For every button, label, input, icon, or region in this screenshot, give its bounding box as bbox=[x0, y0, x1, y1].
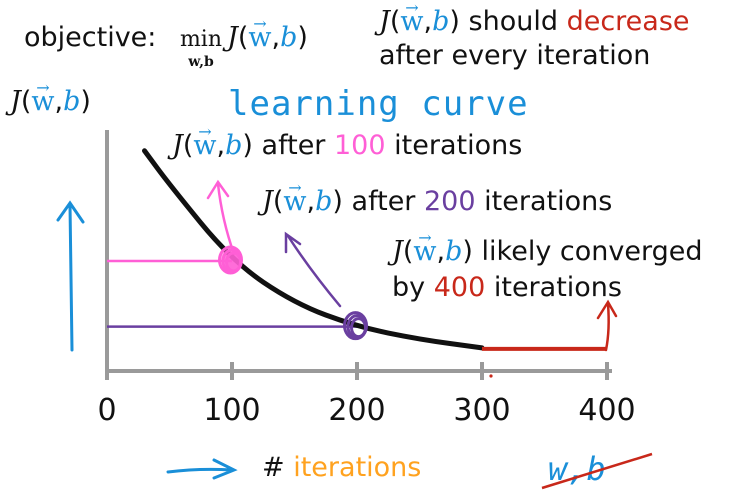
x-axis-label: # iterations bbox=[262, 452, 422, 483]
decrease-note-line2: after every iteration bbox=[379, 40, 651, 71]
red-pointer-icon bbox=[596, 299, 618, 352]
highlight-mark-200 bbox=[350, 317, 367, 339]
annotation-400-line2: by 400 iterations bbox=[392, 272, 622, 303]
struck-params: w,b bbox=[548, 450, 606, 488]
x-tick-label-300: 300 bbox=[453, 393, 510, 428]
x-tick-label-400: 400 bbox=[578, 393, 635, 428]
chart-title: learning curve bbox=[228, 84, 529, 124]
x-tick-label-0: 0 bbox=[97, 393, 116, 428]
y-axis-label: J(w,b) bbox=[10, 72, 91, 118]
annotation-400: J(w,b) likely converged bbox=[392, 222, 702, 268]
red-dot bbox=[489, 374, 493, 378]
highlight-mark-100 bbox=[225, 251, 242, 273]
decrease-note: J(w,b) should decrease bbox=[379, 0, 690, 38]
right-arrow-icon bbox=[166, 458, 238, 480]
annotation-200: J(w,b) after 200 iterations bbox=[262, 172, 612, 218]
annotation-100: J(w,b) after 100 iterations bbox=[172, 116, 522, 162]
cost-curve bbox=[142, 148, 485, 351]
objective-text: objective: min w,b J(w,b) bbox=[24, 8, 308, 70]
up-arrow-icon bbox=[56, 200, 85, 352]
strike-line bbox=[541, 452, 653, 490]
x-tick-label-100: 100 bbox=[203, 393, 260, 428]
min-operator: min w,b bbox=[179, 27, 223, 70]
purple-pointer-icon bbox=[284, 231, 342, 308]
x-tick-label-200: 200 bbox=[328, 393, 385, 428]
